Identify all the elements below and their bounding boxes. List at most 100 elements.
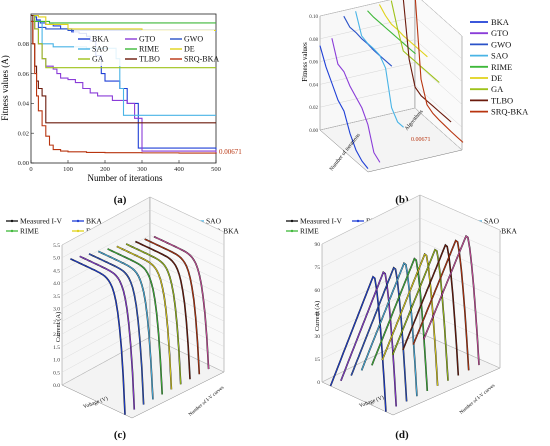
panel-b-gridline xyxy=(319,62,416,85)
panel-a-ytick-label: 0.08 xyxy=(18,41,29,48)
panel-c-ylabel: Current (A) xyxy=(55,312,62,343)
panel-c-series xyxy=(70,235,210,415)
panel-b-series-gto xyxy=(331,38,381,163)
panel-d-legend-marker-bka xyxy=(356,219,360,223)
panel-d-gridline xyxy=(321,217,421,268)
panel-c-gridline xyxy=(149,196,225,233)
panel-c-ytick-label: 5.5 xyxy=(53,243,60,249)
panel-d-gridline xyxy=(321,309,421,360)
panel-a-legend-label-sao: SAO xyxy=(92,45,108,54)
panel-b-series-bka xyxy=(319,45,369,169)
panel-a-legend-label-srq-bka: SRQ-BKA xyxy=(184,55,219,64)
panel-c-curve-estimated xyxy=(144,238,200,375)
panel-c-gridline xyxy=(61,260,151,309)
panel-c-gridline xyxy=(149,298,225,334)
panel-b-series-tlbo xyxy=(402,0,452,123)
panel-a-convergence-chart: 0 100 200 300 400 500 0.00 0.02 0.04 0.06 0.08 BKA… xyxy=(0,13,242,206)
panel-c-gridline xyxy=(61,273,151,322)
panel-b-gridline xyxy=(319,107,416,131)
panel-c-legend-label-rime: RIME xyxy=(20,227,39,236)
panel-b-ytick-label: 0.06 xyxy=(309,61,318,66)
panel-a-xtick-label: 400 xyxy=(174,166,184,173)
panel-c-depth-label: Number of I-V curves xyxy=(188,385,225,417)
panel-c-gridline xyxy=(149,285,225,322)
panel-d-gridline xyxy=(321,263,421,314)
panel-b-legend-label-rime: RIME xyxy=(491,62,512,72)
panel-b-back-wall-left xyxy=(319,0,416,131)
panel-c-gridline xyxy=(61,235,151,284)
panel-c-gridline xyxy=(61,311,151,360)
panel-a-xtick-label: 200 xyxy=(100,166,110,173)
panel-c-ytick-label: 3.5 xyxy=(53,294,60,300)
panel-b-legend-label-de: DE xyxy=(491,73,502,83)
panel-c-legend-label-sao: SAO xyxy=(206,217,222,226)
panel-d-legend-label-sao: SAO xyxy=(484,217,500,226)
panel-a-series-rime xyxy=(31,20,216,24)
panel-c-curve-estimated xyxy=(153,236,210,370)
panel-c-ytick-label: 0.0 xyxy=(53,383,60,389)
panel-c-legend-label-bka: BKA xyxy=(86,217,102,226)
panel-a-ytick-label: 0.00 xyxy=(18,160,29,167)
panel-c-curve-estimated xyxy=(98,250,154,400)
panel-c-gridline xyxy=(149,336,225,373)
panel-b-ylabel: Fitness values xyxy=(301,42,309,82)
panel-c-ytick-label: 5.0 xyxy=(53,256,60,262)
panel-d-pv-curves-3d: Measured I-VBKAGTOGWOSAORIMEDEGATLBOSRQ-… xyxy=(286,194,518,441)
panel-c-gridline xyxy=(61,324,151,373)
panel-c-ytick-label: 4.5 xyxy=(53,268,60,274)
panel-d-legend-marker-rime xyxy=(290,229,294,233)
panel-c-curve-estimated xyxy=(88,253,145,405)
panel-b-legend-label-sao: SAO xyxy=(491,51,508,61)
panel-b-gridline xyxy=(414,39,463,82)
panel-d-3d-box: 0 15 30 45 60 75 90 xyxy=(315,194,501,416)
panel-c-ytick-label: 2.0 xyxy=(53,332,60,338)
panel-c-gridline xyxy=(61,298,151,347)
panel-b-series-srq-bka xyxy=(414,0,464,143)
panel-b-gridline xyxy=(319,16,416,39)
panel-b-legend-label-srq-bka: SRQ-BKA xyxy=(491,107,529,117)
panel-a-series-srq-bka xyxy=(31,20,217,154)
panel-d-legend-marker-measured-i-v xyxy=(290,219,294,223)
panel-d-gridline xyxy=(419,217,501,254)
panel-a-legend: BKA GTO GWO SAO RIME DE GA TLBO SRQ-BKA xyxy=(74,30,219,66)
panel-b-ytick-label: 0.08 xyxy=(309,38,318,43)
panel-d-legend-label-measured-i-v: Measured I-V xyxy=(300,217,342,226)
panel-d-ytick-label: 15 xyxy=(315,357,321,363)
panel-a-legend-label-rime: RIME xyxy=(139,45,159,54)
panel-a-legend-label-bka: BKA xyxy=(92,35,109,44)
panel-b-legend-label-bka: BKA xyxy=(491,17,510,27)
panel-b-gridline xyxy=(414,107,463,151)
panel-c-gridline xyxy=(149,260,225,296)
panel-c-gridline xyxy=(61,336,151,386)
panel-c-ytick-label: 3.0 xyxy=(53,307,60,313)
panel-d-ytick-label: 90 xyxy=(315,242,321,248)
panel-b-legend-label-ga: GA xyxy=(491,84,504,94)
panel-d-curve-estimated xyxy=(423,235,480,366)
panel-c-curve-estimated xyxy=(125,243,182,385)
panel-c-gridline xyxy=(61,209,151,258)
panel-b-ytick-label: 0.10 xyxy=(309,15,318,20)
panel-d-gridline xyxy=(419,286,501,323)
panel-c-gridline xyxy=(149,209,225,245)
panel-b-legend-label-gwo: GWO xyxy=(491,39,511,49)
panel-c-ytick-label: 1.0 xyxy=(53,358,60,364)
panel-b-gridline xyxy=(414,16,463,59)
panel-c-legend-marker-bka xyxy=(76,219,80,223)
panel-c-legend-label-measured-i-v: Measured I-V xyxy=(20,217,62,226)
panel-d-legend-label-srq-bka: SRQ-BKA xyxy=(484,227,518,236)
panel-b-series-ga xyxy=(390,0,440,83)
panel-c-curve-estimated xyxy=(135,241,191,380)
panel-b-series-sao xyxy=(355,11,404,128)
panel-a-xtick-label: 300 xyxy=(137,166,147,173)
panel-a-ytick-label: 0.02 xyxy=(18,130,29,137)
panel-a-caption: (a) xyxy=(114,194,127,206)
panel-b-gridline xyxy=(421,0,463,37)
panel-d-ytick-label: 30 xyxy=(315,334,321,340)
panel-b-series xyxy=(319,0,464,169)
panel-a-plot-frame xyxy=(30,13,217,164)
panel-c-curve-estimated xyxy=(107,248,163,395)
panel-c-gridline xyxy=(61,196,151,246)
panel-d-depth-label: Number of I-V curves xyxy=(459,383,496,415)
panel-a-xtick-label: 0 xyxy=(29,166,32,173)
